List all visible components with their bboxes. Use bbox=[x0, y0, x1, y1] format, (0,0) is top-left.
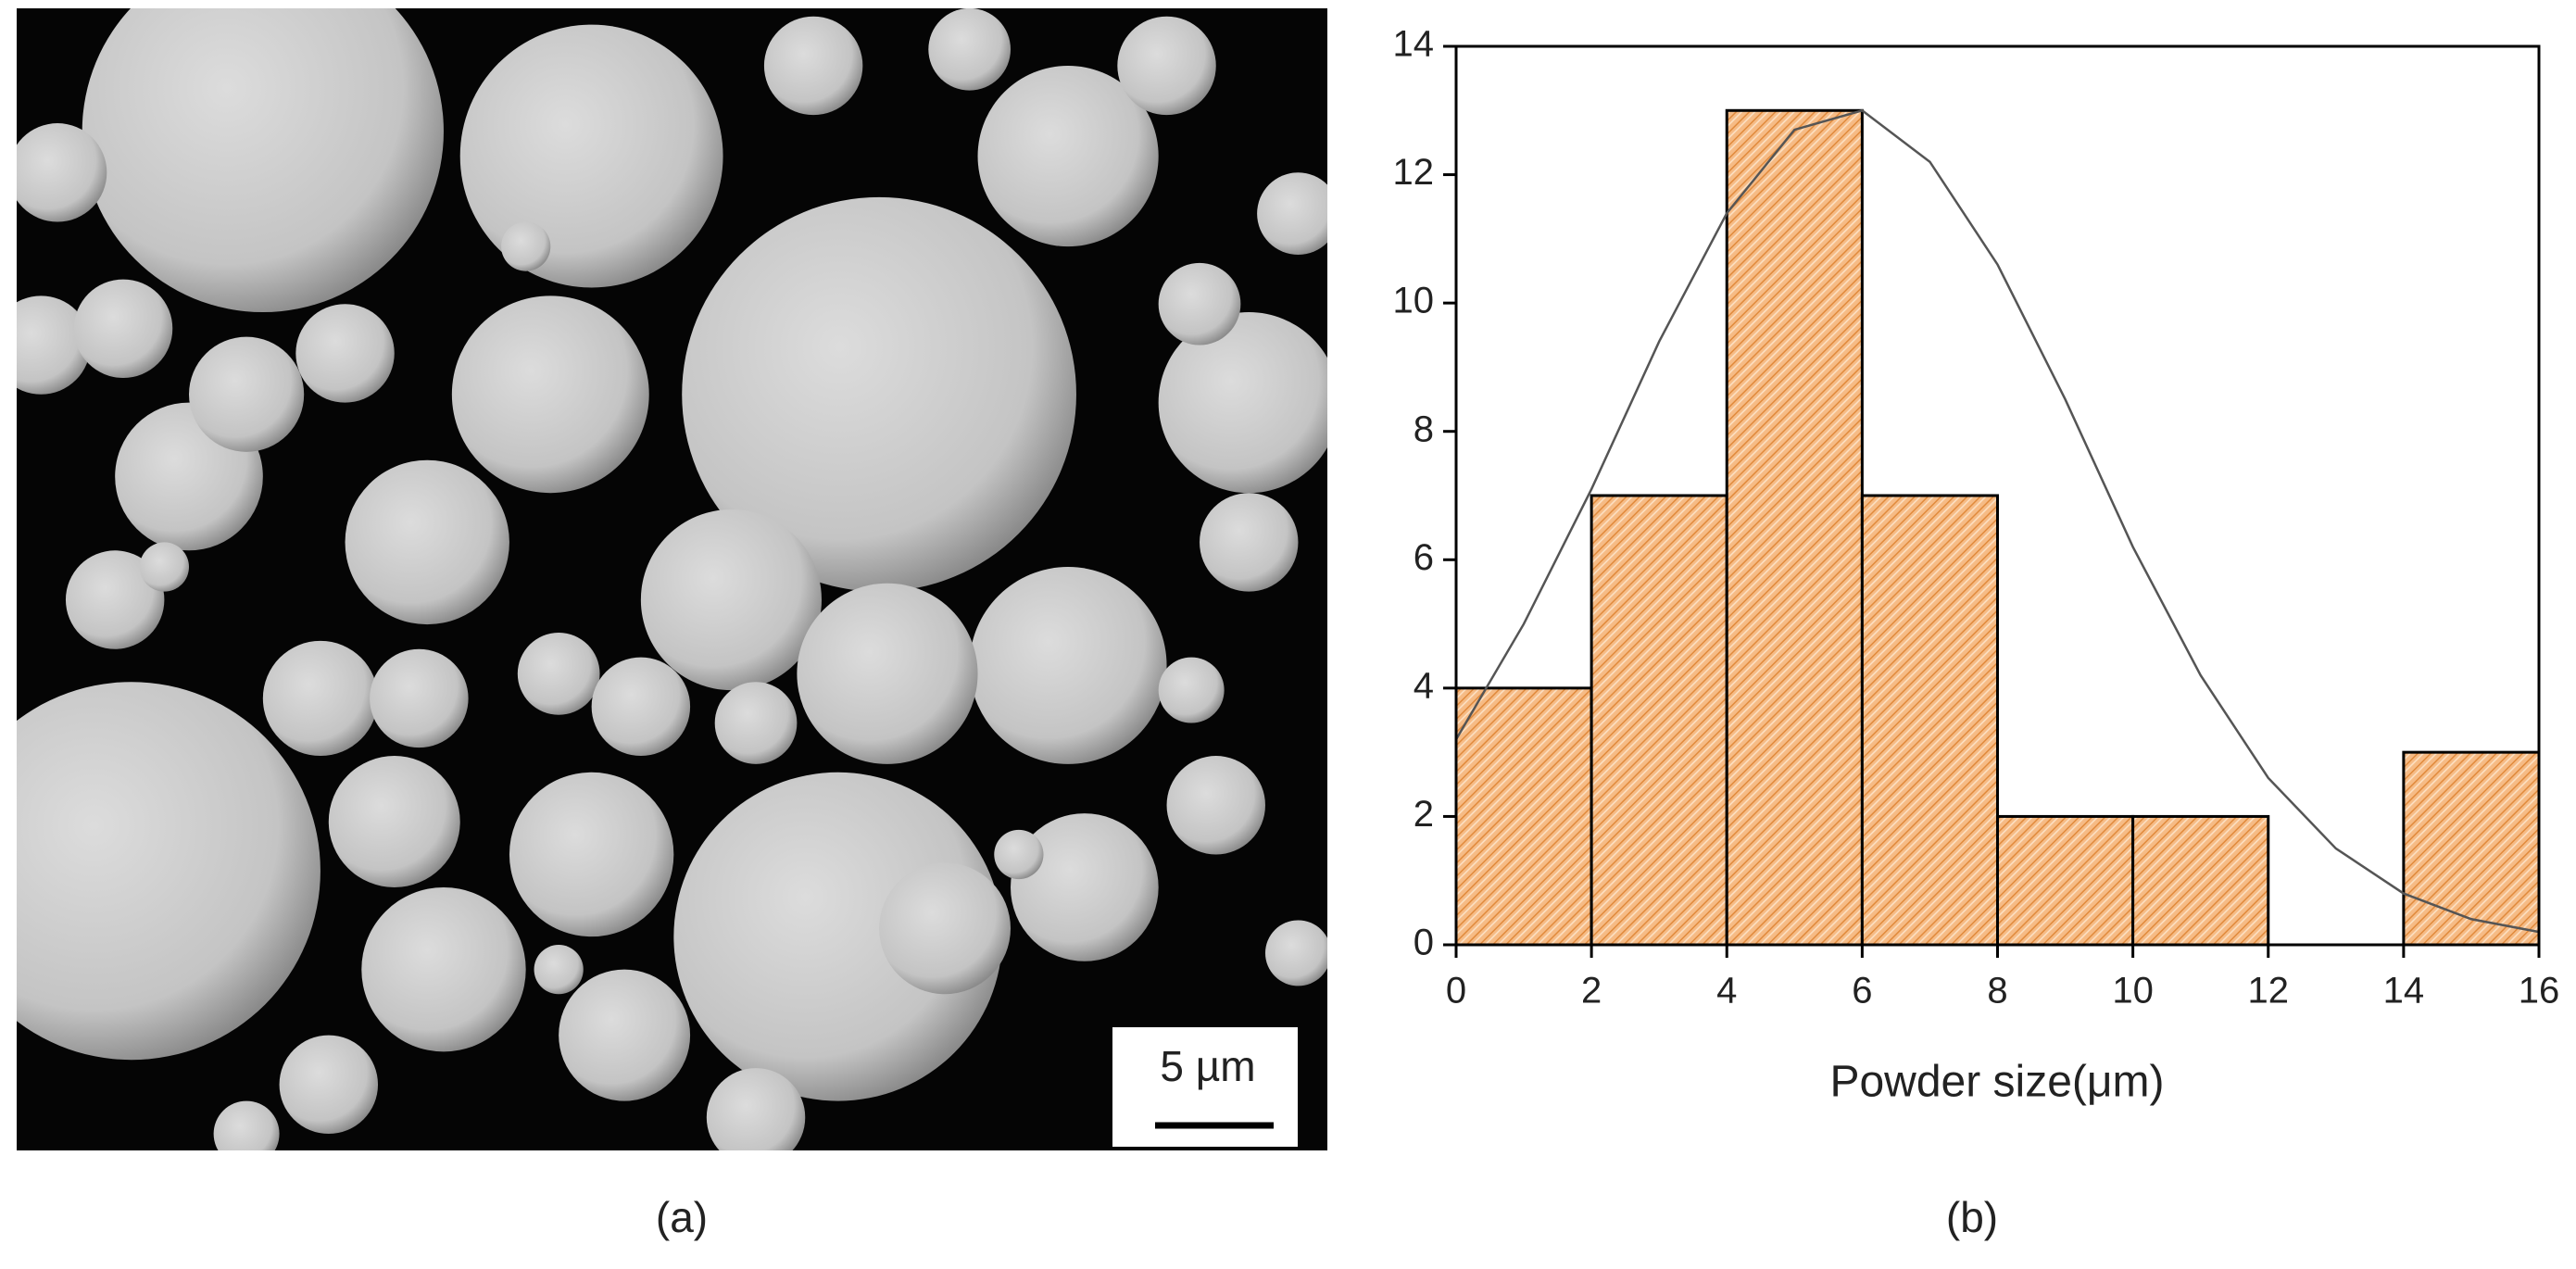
sem-image bbox=[17, 8, 1327, 1150]
y-tick-label: 4 bbox=[1414, 665, 1434, 706]
particle bbox=[1011, 813, 1159, 961]
particle bbox=[797, 583, 978, 764]
x-tick-label: 14 bbox=[2383, 971, 2425, 1011]
particle bbox=[591, 657, 691, 757]
particle bbox=[1264, 920, 1327, 986]
particle bbox=[714, 682, 798, 764]
x-tick-label: 12 bbox=[2248, 971, 2290, 1011]
bar bbox=[2402, 750, 2541, 947]
y-tick-label: 14 bbox=[1393, 24, 1435, 65]
particle bbox=[139, 542, 190, 592]
bar bbox=[1860, 494, 1999, 947]
y-tick-label: 6 bbox=[1414, 537, 1434, 578]
x-tick-label: 0 bbox=[1446, 971, 1466, 1011]
x-tick-label: 4 bbox=[1716, 971, 1737, 1011]
y-tick-label: 0 bbox=[1414, 923, 1434, 963]
particle bbox=[73, 279, 173, 379]
particle bbox=[213, 1100, 280, 1150]
particle bbox=[82, 8, 444, 313]
particle bbox=[1257, 172, 1327, 255]
particle bbox=[279, 1035, 379, 1135]
particle bbox=[706, 1068, 806, 1150]
y-tick-label: 8 bbox=[1414, 408, 1434, 449]
particle bbox=[65, 550, 165, 649]
particle bbox=[501, 221, 551, 271]
particle bbox=[1158, 657, 1225, 723]
particle bbox=[451, 295, 649, 494]
panel-caption: (a) bbox=[656, 1193, 708, 1241]
particle bbox=[994, 829, 1044, 880]
particle bbox=[459, 24, 723, 288]
particle bbox=[361, 886, 526, 1052]
particle bbox=[1166, 756, 1265, 855]
particle bbox=[295, 304, 395, 403]
x-tick-label: 6 bbox=[1852, 971, 1872, 1011]
bar bbox=[1725, 108, 1864, 947]
scale-bar-label: 5 µm bbox=[1160, 1042, 1255, 1090]
particle bbox=[345, 459, 509, 625]
particle bbox=[17, 682, 320, 1061]
particle bbox=[763, 16, 863, 116]
particle bbox=[328, 756, 460, 887]
fit-curve bbox=[1454, 108, 2540, 934]
particle bbox=[1117, 16, 1216, 116]
particle bbox=[559, 969, 691, 1101]
particle bbox=[17, 123, 107, 222]
particle bbox=[1200, 493, 1299, 592]
particle bbox=[262, 640, 379, 757]
particle bbox=[1158, 312, 1327, 494]
particle bbox=[928, 8, 1011, 91]
particle bbox=[682, 196, 1076, 592]
x-tick-label: 10 bbox=[2112, 971, 2154, 1011]
particle bbox=[879, 862, 1012, 995]
particle bbox=[673, 772, 1003, 1101]
particle bbox=[517, 632, 600, 715]
particle bbox=[370, 648, 469, 748]
x-axis-label: Powder size(μm) bbox=[1829, 1058, 2164, 1107]
particle bbox=[509, 772, 674, 937]
bar bbox=[1996, 814, 2135, 947]
particle bbox=[977, 65, 1159, 247]
particle bbox=[534, 945, 584, 995]
bar bbox=[1590, 494, 1728, 947]
particle bbox=[969, 567, 1167, 764]
particle bbox=[1158, 262, 1241, 346]
y-tick-label: 2 bbox=[1414, 794, 1434, 835]
y-tick-label: 12 bbox=[1393, 152, 1435, 193]
panel-caption: (b) bbox=[1946, 1193, 1998, 1241]
particle bbox=[189, 336, 305, 452]
x-tick-label: 8 bbox=[1987, 971, 2007, 1011]
y-tick-label: 10 bbox=[1393, 281, 1435, 321]
x-tick-label: 2 bbox=[1581, 971, 1602, 1011]
particle bbox=[640, 509, 822, 691]
bar bbox=[1454, 686, 1593, 947]
particle bbox=[17, 295, 91, 395]
x-tick-label: 16 bbox=[2519, 971, 2560, 1011]
bar bbox=[2131, 814, 2270, 947]
